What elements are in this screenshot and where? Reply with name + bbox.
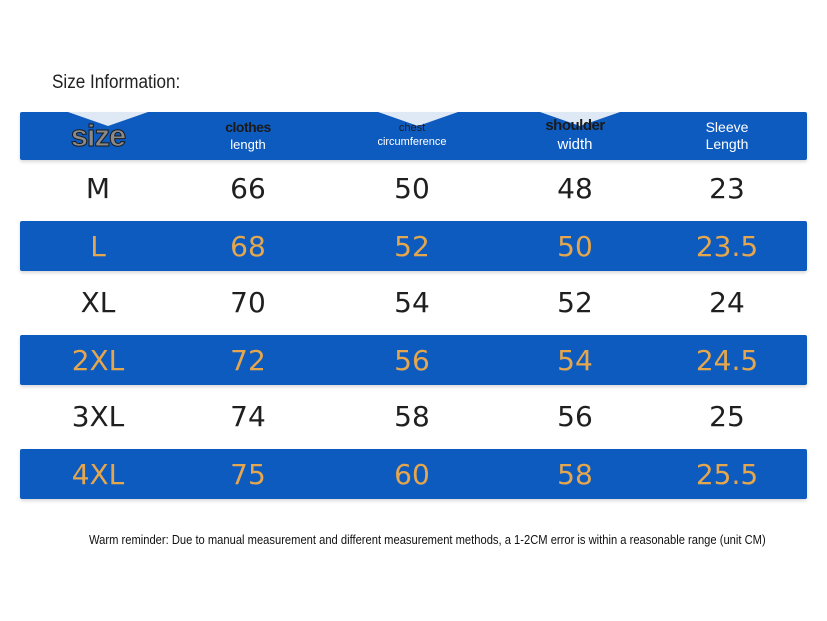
cell-chest: 54 xyxy=(394,286,430,319)
cell-clothes-length: 75 xyxy=(230,457,266,491)
cell-size: 4XL xyxy=(71,457,125,491)
cell-chest: 52 xyxy=(394,229,430,263)
cell-clothes-length: 66 xyxy=(230,172,266,205)
header-size-label: size xyxy=(70,117,127,153)
cell-size: 2XL xyxy=(71,343,125,377)
header-size: size xyxy=(58,112,138,160)
cell-sleeve: 23.5 xyxy=(695,229,759,263)
header-chest-line1: chest xyxy=(398,122,426,135)
cell-shoulder: 50 xyxy=(557,229,593,263)
cell-sleeve: 23 xyxy=(709,172,745,205)
cell-chest: 56 xyxy=(394,343,430,377)
header-notch-decoration xyxy=(378,112,458,126)
cell-clothes-length: 68 xyxy=(230,229,266,263)
table-row: XL 70 54 52 24 xyxy=(20,274,807,331)
header-notch-decoration xyxy=(540,112,620,126)
table-row: L 68 52 50 23.5 xyxy=(20,221,807,271)
header-sleeve-length: Sleeve Length xyxy=(687,112,767,160)
cell-clothes-length: 70 xyxy=(230,286,266,319)
cell-clothes-length: 74 xyxy=(230,400,266,433)
measurement-reminder: Warm reminder: Due to manual measurement… xyxy=(89,532,766,547)
header-sleeve-line2: Length xyxy=(705,136,749,152)
cell-size: XL xyxy=(80,286,116,319)
table-header: size clothes length chest circumference … xyxy=(20,112,807,160)
header-clothes-length: clothes length xyxy=(208,112,288,160)
header-clothes-length-line2: length xyxy=(230,136,266,152)
header-chest-circumference: chest circumference xyxy=(362,112,462,160)
cell-sleeve: 25.5 xyxy=(695,457,759,491)
cell-shoulder: 48 xyxy=(557,172,593,205)
cell-size: M xyxy=(85,172,111,205)
cell-shoulder: 52 xyxy=(557,286,593,319)
cell-chest: 50 xyxy=(394,172,430,205)
table-row: 2XL 72 56 54 24.5 xyxy=(20,335,807,385)
header-sleeve-line1: Sleeve xyxy=(705,118,749,135)
cell-chest: 60 xyxy=(394,457,430,491)
cell-sleeve: 25 xyxy=(709,400,745,433)
header-chest-line2: circumference xyxy=(377,136,447,148)
cell-chest: 58 xyxy=(394,400,430,433)
cell-shoulder: 54 xyxy=(557,343,593,377)
header-shoulder-width: shoulder width xyxy=(535,112,615,160)
header-clothes-length-line1: clothes xyxy=(225,119,271,136)
cell-size: 3XL xyxy=(71,400,125,433)
header-shoulder-line1: shoulder xyxy=(545,117,605,135)
cell-shoulder: 58 xyxy=(557,457,593,491)
header-notch-decoration xyxy=(68,112,148,126)
table-row: 4XL 75 60 58 25.5 xyxy=(20,449,807,499)
size-table: size clothes length chest circumference … xyxy=(20,112,807,502)
table-row: M 66 50 48 23 xyxy=(20,160,807,217)
cell-size: L xyxy=(90,229,106,263)
cell-shoulder: 56 xyxy=(557,400,593,433)
table-row: 3XL 74 58 56 25 xyxy=(20,388,807,445)
header-shoulder-line2: width xyxy=(557,136,593,153)
cell-sleeve: 24.5 xyxy=(695,343,759,377)
cell-clothes-length: 72 xyxy=(230,343,266,377)
page-title: Size Information: xyxy=(52,72,181,93)
cell-sleeve: 24 xyxy=(709,286,745,319)
